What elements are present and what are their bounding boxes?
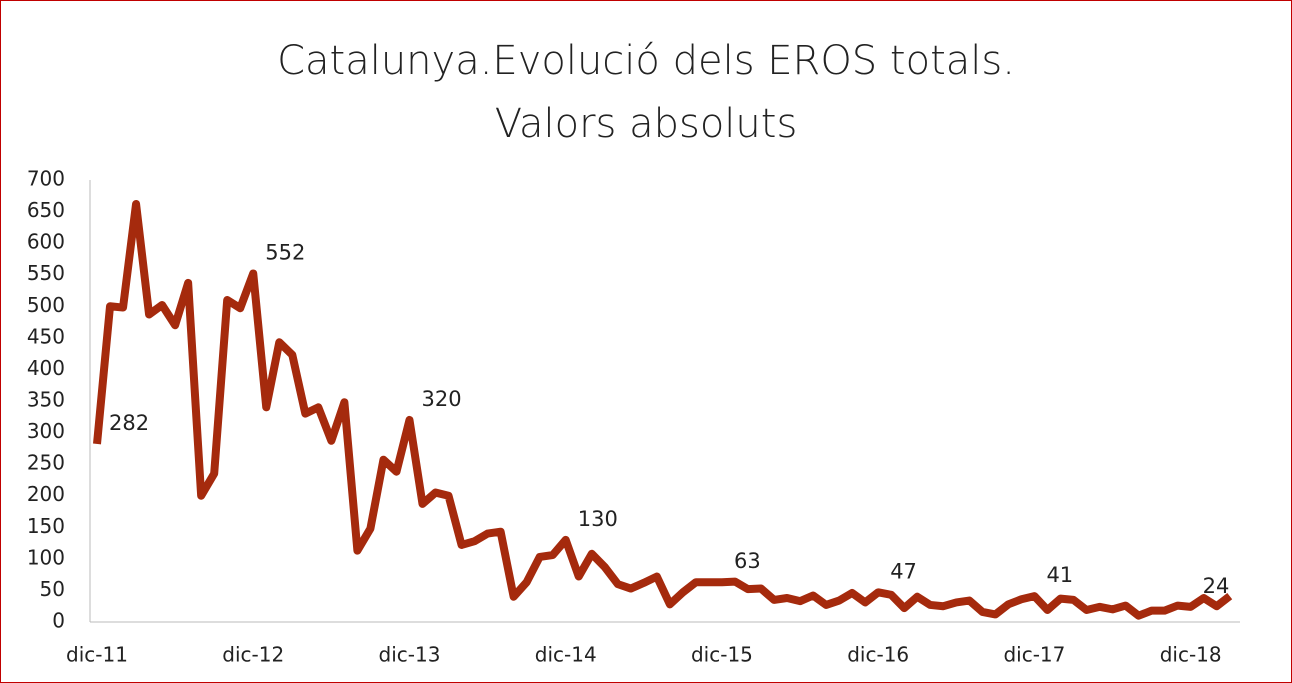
y-tick-label: 300: [27, 419, 65, 443]
y-tick-label: 100: [27, 545, 65, 569]
x-tick-label: dic-13: [379, 643, 441, 667]
y-tick-label: 200: [27, 482, 65, 506]
data-label: 130: [578, 507, 618, 531]
data-label: 320: [421, 387, 461, 411]
y-tick-label: 400: [27, 356, 65, 380]
y-tick-label: 0: [52, 609, 65, 633]
y-tick-label: 350: [27, 388, 65, 412]
x-tick-label: dic-18: [1160, 643, 1222, 667]
y-tick-label: 250: [27, 451, 65, 475]
y-tick-label: 650: [27, 198, 65, 222]
y-tick-label: 450: [27, 324, 65, 348]
x-tick-label: dic-15: [691, 643, 753, 667]
data-label: 47: [890, 559, 917, 583]
x-tick-label: dic-14: [535, 643, 597, 667]
line: [93, 199, 1233, 620]
x-tick-label: dic-16: [847, 643, 909, 667]
x-tick-label: dic-12: [222, 643, 284, 667]
y-tick-label: 550: [27, 261, 65, 285]
data-label: 552: [265, 240, 305, 264]
x-tick-label: dic-11: [66, 643, 128, 667]
y-tick-label: 150: [27, 514, 65, 538]
chart-title: Catalunya.Evolució dels EROS totals. Val…: [277, 38, 1015, 147]
y-tick-label: 50: [40, 577, 65, 601]
data-label: 63: [734, 549, 761, 573]
data-label: 41: [1046, 563, 1073, 587]
x-tick-label: dic-17: [1003, 643, 1065, 667]
data-label: 282: [109, 411, 149, 435]
y-tick-label: 700: [27, 167, 65, 191]
data-label: 24: [1203, 574, 1230, 598]
y-tick-label: 600: [27, 230, 65, 254]
y-tick-label: 500: [27, 293, 65, 317]
